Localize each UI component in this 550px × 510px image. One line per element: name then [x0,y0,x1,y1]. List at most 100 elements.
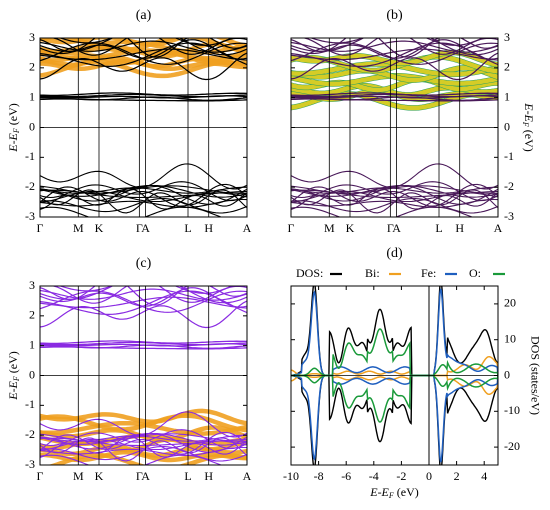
band [40,38,247,56]
band [40,411,247,438]
band [40,183,247,207]
band [291,186,498,194]
y-tick-label: -2 [25,427,35,441]
y-tick-label: 1 [504,89,510,103]
x-tick-label: A [243,469,252,483]
y-tick-label: 0 [504,367,510,381]
band [40,288,247,301]
band-weight [40,48,247,61]
legend-label: Fe: [421,266,436,280]
band [40,286,247,306]
y-tick-label: -3 [25,209,35,223]
y-axis-label: E-EF (eV) [521,102,536,152]
band [40,434,247,442]
y-tick-label: 2 [29,308,35,322]
band [40,286,247,304]
y-tick-label: 0 [29,367,35,381]
band [309,38,484,46]
legend-item: Fe: [421,266,457,280]
x-tick-label: Γ [288,221,295,235]
y-axis-label: E-EF (eV) [6,103,21,153]
x-tick-label: Γ [136,469,143,483]
y-tick-label: 2 [29,60,35,74]
y-tick-label: 3 [29,30,35,44]
y-axis-label: DOS (states/eV) [528,336,542,415]
bands-a [40,38,247,217]
x-tick-label: H [204,221,213,235]
x-tick-label: K [95,221,104,235]
dos-total-curve [291,374,498,465]
band [40,429,247,450]
x-tick-label: A [494,221,503,235]
band [58,38,233,46]
band [291,183,498,207]
x-tick-label: -10 [283,469,299,483]
legend-item: O: [469,266,505,280]
x-tick-label: -8 [314,469,324,483]
band [291,93,498,98]
band [40,290,247,313]
y-tick-label: 10 [504,331,516,345]
y-tick-label: -3 [25,457,35,471]
x-tick-label: Γ [37,469,44,483]
x-tick-label: L [184,469,191,483]
band [40,38,247,58]
x-tick-label: Γ [387,221,394,235]
bands-c [40,286,247,465]
bands-b [291,38,498,217]
y-tick-label: 2 [504,60,510,74]
y-tick-label: 3 [504,30,510,44]
x-tick-label: K [95,469,104,483]
y-tick-label: -2 [504,179,514,193]
band [291,38,498,56]
band [291,206,474,217]
panel-label: (d) [386,246,403,261]
x-tick-label: A [141,221,150,235]
x-tick-label: L [184,221,191,235]
x-tick-label: 2 [454,469,460,483]
band [58,286,233,294]
x-tick-label: K [346,221,355,235]
band [40,431,247,455]
y-tick-label: -20 [504,439,520,453]
x-tick-label: M [73,221,84,235]
band [40,184,247,205]
band-weight [291,65,498,83]
dos-total-curve [291,286,498,377]
band [40,186,247,194]
y-tick-label: -1 [504,149,514,163]
y-tick-label: -10 [504,403,520,417]
x-tick-label: M [73,469,84,483]
band [291,42,498,65]
band [291,38,498,58]
x-tick-label: A [243,221,252,235]
band [291,92,498,97]
band [40,454,223,465]
y-tick-label: 1 [29,89,35,103]
x-tick-label: L [435,221,442,235]
dos-fe-curve [291,374,498,463]
panel-label: (c) [136,256,152,271]
y-axis-label: E-EF (eV) [6,351,21,401]
band [40,341,247,346]
panel-label: (b) [386,8,403,23]
band [291,42,498,68]
legend-label: DOS: [296,266,323,280]
x-axis-label: E-EF (eV) [369,485,419,500]
band [291,198,498,214]
legend-label: Bi: [365,266,380,280]
band [40,300,247,329]
band [291,184,498,205]
band [40,42,247,65]
x-tick-label: 0 [426,469,432,483]
band [40,93,247,98]
x-tick-label: A [141,469,150,483]
band [40,432,247,453]
x-tick-label: Γ [136,221,143,235]
band [40,40,247,53]
panel-label: (a) [136,8,152,23]
band [291,189,498,199]
